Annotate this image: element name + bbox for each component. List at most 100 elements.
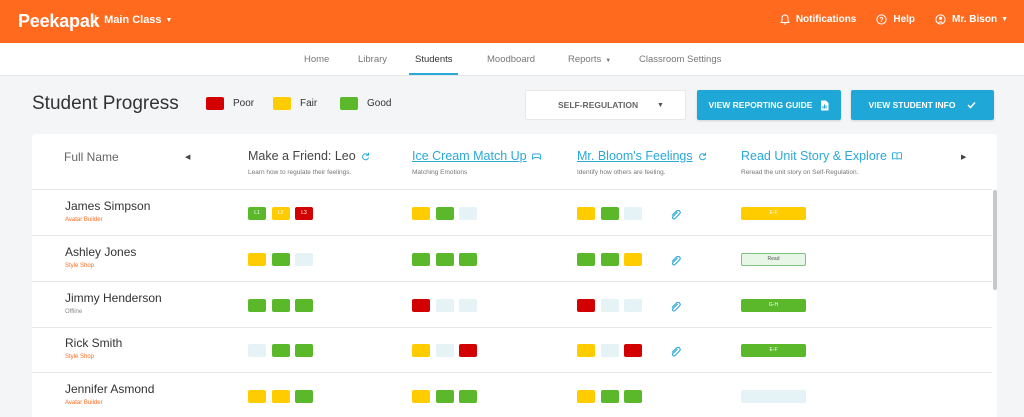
- progress-cell-fair[interactable]: [577, 390, 595, 403]
- table-scrollbar[interactable]: [993, 190, 997, 290]
- notifications-link[interactable]: Notifications: [779, 14, 856, 25]
- progress-cell-empty[interactable]: [459, 299, 477, 312]
- progress-cell-good[interactable]: [459, 253, 477, 266]
- tab-moodboard[interactable]: Moodboard: [487, 54, 536, 65]
- user-menu[interactable]: Mr. Bison ▼: [935, 14, 1008, 25]
- progress-cell-empty[interactable]: [248, 344, 266, 357]
- column-subtitle: Identify how others are feeling.: [577, 169, 666, 176]
- row-divider: [32, 281, 992, 282]
- progress-cell-empty[interactable]: [435, 344, 454, 357]
- progress-cell-good[interactable]: [271, 299, 290, 312]
- tab-reports[interactable]: Reports ▼: [568, 54, 611, 65]
- progress-cell-poor[interactable]: [577, 299, 595, 312]
- tab-home[interactable]: Home: [304, 54, 330, 65]
- column-ice-cream-match-up[interactable]: Ice Cream Match Up Matching Emotions: [412, 149, 541, 176]
- class-separator: |: [94, 14, 98, 26]
- column-mr-blooms-feelings[interactable]: Mr. Bloom's Feelings Identify how others…: [577, 149, 707, 176]
- column-title[interactable]: Ice Cream Match Up: [412, 149, 541, 163]
- active-tab-indicator: [409, 73, 458, 75]
- progress-cell-good[interactable]: [412, 253, 430, 266]
- progress-cell-fair[interactable]: [412, 207, 430, 220]
- student-name[interactable]: James Simpson: [65, 199, 151, 213]
- unit-dropdown[interactable]: SELF-REGULATION ▼: [525, 90, 686, 120]
- reading-level-badge[interactable]: Read: [741, 253, 806, 266]
- help-link[interactable]: ? Help: [876, 14, 915, 25]
- progress-cell-good[interactable]: [295, 299, 313, 312]
- refresh-icon: [698, 152, 706, 160]
- tab-students[interactable]: Students: [415, 54, 453, 65]
- progress-cell-poor[interactable]: L3: [295, 207, 313, 220]
- progress-cell-fair[interactable]: [412, 344, 430, 357]
- progress-cell-good[interactable]: [271, 253, 290, 266]
- top-nav-right: Notifications ? Help Mr. Bison ▼: [760, 14, 1008, 25]
- progress-cell-fair[interactable]: [271, 390, 290, 403]
- progress-cell-fair[interactable]: [577, 207, 595, 220]
- progress-cell-fair[interactable]: [577, 344, 595, 357]
- reading-level-badge[interactable]: E-F: [741, 344, 806, 357]
- progress-cell-empty[interactable]: [435, 299, 454, 312]
- progress-cell-poor[interactable]: [624, 344, 642, 357]
- tab-classroom-settings[interactable]: Classroom Settings: [639, 54, 722, 65]
- page-title: Student Progress: [32, 93, 179, 114]
- student-name[interactable]: Ashley Jones: [65, 245, 137, 259]
- progress-cell-empty[interactable]: [624, 207, 642, 220]
- gamepad-icon: [531, 153, 541, 160]
- column-title-text: Read Unit Story & Explore: [741, 149, 887, 163]
- progress-cell-good[interactable]: [459, 390, 477, 403]
- attachment-icon[interactable]: [670, 254, 682, 272]
- student-activity: Style Shop: [65, 263, 95, 269]
- progress-cell-good[interactable]: [295, 344, 313, 357]
- tab-library[interactable]: Library: [358, 54, 388, 65]
- column-title[interactable]: Mr. Bloom's Feelings: [577, 149, 707, 163]
- scroll-left-icon[interactable]: ◀: [185, 154, 191, 161]
- progress-cell-empty[interactable]: [600, 344, 619, 357]
- progress-cell-good[interactable]: [248, 299, 266, 312]
- progress-cell-fair[interactable]: L2: [271, 207, 290, 220]
- progress-cell-good[interactable]: [435, 207, 454, 220]
- progress-cell-good[interactable]: [435, 390, 454, 403]
- progress-cell-good[interactable]: L1: [248, 207, 266, 220]
- progress-cell-empty[interactable]: [600, 299, 619, 312]
- progress-cell-good[interactable]: [624, 390, 642, 403]
- progress-cell-good[interactable]: [600, 390, 619, 403]
- progress-cell-poor[interactable]: [459, 344, 477, 357]
- view-reporting-guide-button[interactable]: VIEW REPORTING GUIDE: [697, 90, 841, 120]
- student-activity: Avatar Builder: [65, 217, 103, 223]
- student-name[interactable]: Jimmy Henderson: [65, 291, 162, 305]
- progress-cell-fair[interactable]: [248, 390, 266, 403]
- help-label: Help: [893, 14, 916, 25]
- scroll-right-icon[interactable]: ▶: [961, 154, 967, 161]
- check-icon: [967, 101, 976, 109]
- book-icon: [891, 152, 902, 160]
- attachment-icon[interactable]: [670, 300, 682, 318]
- legend-label: Poor: [233, 98, 255, 109]
- progress-cell-good[interactable]: [600, 207, 619, 220]
- progress-cell-good[interactable]: [435, 253, 454, 266]
- app-logo[interactable]: Peekapak: [18, 11, 100, 31]
- progress-cell-empty[interactable]: [459, 207, 477, 220]
- progress-cell-empty[interactable]: [295, 253, 313, 266]
- progress-cell-good[interactable]: [577, 253, 595, 266]
- class-selector[interactable]: | Main Class ▼: [94, 14, 172, 26]
- progress-cell-good[interactable]: [271, 344, 290, 357]
- column-title-text: Mr. Bloom's Feelings: [577, 149, 693, 163]
- attachment-icon[interactable]: [670, 345, 682, 363]
- reading-level-badge[interactable]: [741, 390, 806, 403]
- progress-cell-fair[interactable]: [624, 253, 642, 266]
- svg-text:?: ?: [880, 17, 884, 24]
- reading-level-badge[interactable]: E-F: [741, 207, 806, 220]
- student-name[interactable]: Jennifer Asmond: [65, 382, 155, 396]
- progress-cell-fair[interactable]: [412, 390, 430, 403]
- legend-label: Fair: [300, 98, 318, 109]
- progress-cell-empty[interactable]: [624, 299, 642, 312]
- legend-good: Good: [340, 97, 391, 110]
- progress-cell-good[interactable]: [600, 253, 619, 266]
- progress-cell-good[interactable]: [295, 390, 313, 403]
- attachment-icon[interactable]: [670, 208, 682, 226]
- reading-level-badge[interactable]: G-H: [741, 299, 806, 312]
- progress-cell-fair[interactable]: [248, 253, 266, 266]
- progress-cell-poor[interactable]: [412, 299, 430, 312]
- view-student-info-button[interactable]: VIEW STUDENT INFO: [851, 90, 994, 120]
- full-name-header[interactable]: Full Name: [64, 150, 119, 164]
- student-name[interactable]: Rick Smith: [65, 336, 123, 350]
